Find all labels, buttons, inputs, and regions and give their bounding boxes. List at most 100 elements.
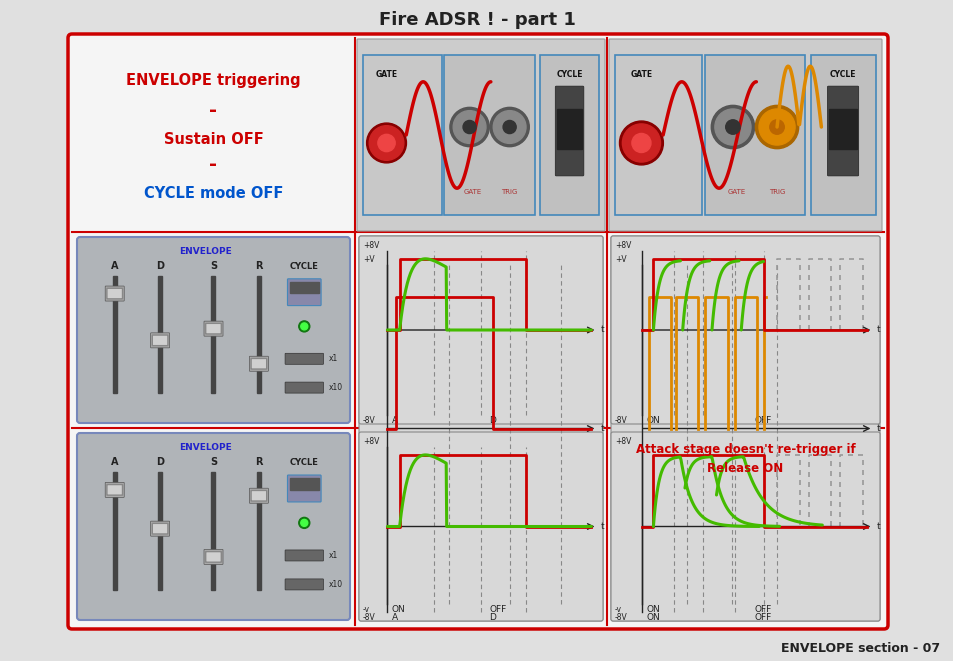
- Text: GATE: GATE: [630, 70, 652, 79]
- Text: D: D: [156, 261, 164, 271]
- Text: -8V: -8V: [363, 416, 375, 424]
- FancyBboxPatch shape: [555, 86, 583, 176]
- FancyBboxPatch shape: [107, 485, 122, 495]
- Text: Attack stage doesn't re-trigger if: Attack stage doesn't re-trigger if: [635, 444, 855, 457]
- FancyBboxPatch shape: [151, 521, 170, 536]
- FancyBboxPatch shape: [358, 236, 602, 424]
- Text: A: A: [391, 613, 397, 621]
- Text: CYCLE: CYCLE: [290, 262, 318, 270]
- Bar: [256, 472, 260, 590]
- Text: GATE: GATE: [727, 190, 745, 196]
- Text: +8V: +8V: [615, 241, 631, 250]
- FancyBboxPatch shape: [204, 549, 223, 564]
- Text: t: t: [876, 424, 879, 433]
- Text: -8V: -8V: [615, 613, 627, 621]
- Text: +V: +V: [615, 254, 626, 264]
- Text: R: R: [254, 457, 262, 467]
- Circle shape: [366, 123, 406, 163]
- Text: t: t: [599, 522, 603, 531]
- Bar: [362, 56, 441, 215]
- Text: ENVELOPE section - 07: ENVELOPE section - 07: [781, 642, 939, 656]
- Bar: [539, 56, 598, 215]
- Text: A: A: [391, 416, 397, 424]
- FancyBboxPatch shape: [206, 323, 221, 334]
- Circle shape: [298, 518, 310, 528]
- Bar: [828, 109, 856, 149]
- Circle shape: [725, 120, 740, 134]
- Circle shape: [714, 109, 750, 145]
- FancyBboxPatch shape: [608, 39, 882, 231]
- Text: -v: -v: [363, 605, 370, 614]
- Circle shape: [490, 107, 529, 147]
- Text: +8V: +8V: [363, 437, 379, 446]
- Text: TRiG: TRiG: [768, 190, 784, 196]
- FancyBboxPatch shape: [826, 86, 858, 176]
- FancyBboxPatch shape: [287, 475, 321, 502]
- Bar: [557, 109, 581, 149]
- FancyBboxPatch shape: [206, 552, 221, 563]
- Text: x1: x1: [328, 354, 337, 364]
- FancyBboxPatch shape: [204, 321, 223, 336]
- Bar: [212, 276, 215, 393]
- FancyBboxPatch shape: [358, 236, 602, 621]
- Text: Sustain OFF: Sustain OFF: [164, 132, 263, 147]
- Circle shape: [711, 105, 754, 149]
- Text: t: t: [876, 522, 879, 531]
- Text: -8V: -8V: [363, 613, 375, 621]
- FancyBboxPatch shape: [105, 286, 124, 301]
- Circle shape: [618, 121, 662, 165]
- Text: t: t: [599, 325, 603, 334]
- Text: ENVELOPE: ENVELOPE: [179, 247, 232, 256]
- Bar: [290, 282, 318, 293]
- Text: R: R: [254, 261, 262, 271]
- Text: +8V: +8V: [363, 241, 379, 250]
- Bar: [158, 276, 162, 393]
- FancyBboxPatch shape: [107, 288, 122, 299]
- Text: OFF: OFF: [754, 416, 771, 424]
- Text: CYCLE: CYCLE: [556, 70, 582, 79]
- FancyBboxPatch shape: [152, 335, 168, 346]
- FancyBboxPatch shape: [77, 433, 350, 620]
- Bar: [810, 56, 875, 215]
- Circle shape: [298, 321, 310, 332]
- Bar: [444, 56, 535, 215]
- Text: -: -: [210, 155, 217, 175]
- Circle shape: [462, 120, 476, 134]
- Circle shape: [621, 124, 659, 162]
- FancyBboxPatch shape: [285, 353, 323, 364]
- Circle shape: [369, 126, 403, 161]
- Text: +V: +V: [363, 254, 375, 264]
- Text: ON: ON: [646, 416, 659, 424]
- FancyBboxPatch shape: [249, 488, 268, 503]
- FancyBboxPatch shape: [356, 39, 604, 231]
- Circle shape: [453, 110, 485, 143]
- FancyBboxPatch shape: [105, 483, 124, 497]
- Text: x1: x1: [328, 551, 337, 560]
- Text: TRiG: TRiG: [501, 190, 517, 196]
- FancyBboxPatch shape: [77, 237, 350, 423]
- Bar: [112, 472, 116, 590]
- Bar: [290, 479, 318, 490]
- Circle shape: [769, 120, 783, 134]
- Text: CYCLE: CYCLE: [290, 458, 318, 467]
- FancyBboxPatch shape: [285, 579, 323, 590]
- Text: t: t: [599, 424, 603, 433]
- Text: ON: ON: [646, 605, 659, 614]
- Bar: [158, 472, 162, 590]
- Circle shape: [300, 323, 308, 330]
- FancyBboxPatch shape: [358, 432, 602, 621]
- Text: -v: -v: [615, 605, 621, 614]
- Text: CYCLE: CYCLE: [829, 70, 856, 79]
- Bar: [256, 276, 260, 393]
- FancyBboxPatch shape: [610, 432, 879, 621]
- Text: ON: ON: [646, 613, 659, 621]
- Bar: [112, 276, 116, 393]
- Circle shape: [450, 107, 489, 147]
- Bar: [212, 472, 215, 590]
- Circle shape: [631, 134, 650, 153]
- Text: D: D: [489, 416, 496, 424]
- Text: Release ON: Release ON: [706, 461, 782, 475]
- Text: -: -: [210, 100, 217, 120]
- FancyBboxPatch shape: [610, 236, 879, 621]
- Text: D: D: [489, 613, 496, 621]
